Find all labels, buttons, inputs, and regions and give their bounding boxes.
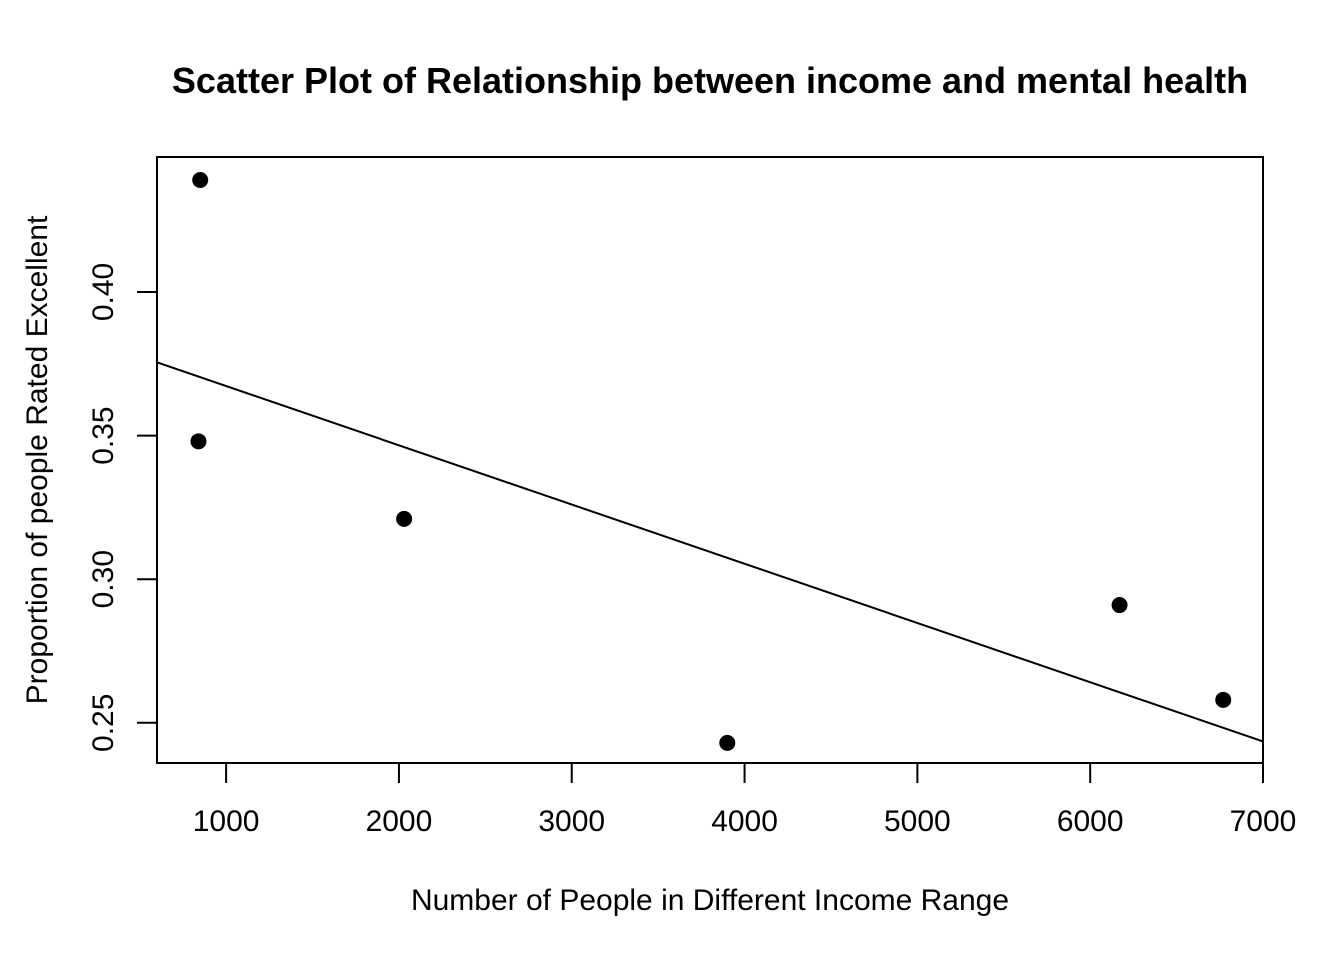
chart-title: Scatter Plot of Relationship between inc… [172, 60, 1248, 101]
data-point [190, 433, 207, 450]
x-tick-label: 7000 [1230, 805, 1297, 838]
x-tick-label: 3000 [538, 805, 605, 838]
y-tick-label: 0.30 [87, 550, 120, 608]
y-axis: 0.25 0.30 0.35 0.40 [87, 263, 158, 752]
x-axis: 1000 2000 3000 4000 5000 6000 7000 [193, 762, 1297, 838]
x-tick-label: 2000 [366, 805, 433, 838]
y-tick-label: 0.35 [87, 406, 120, 464]
x-tick-label: 1000 [193, 805, 260, 838]
data-point [396, 510, 413, 527]
y-tick-label: 0.40 [87, 263, 120, 321]
x-axis-title: Number of People in Different Income Ran… [411, 884, 1009, 917]
x-tick-label: 6000 [1057, 805, 1124, 838]
y-tick-label: 0.25 [87, 694, 120, 752]
data-point [1215, 691, 1232, 708]
data-points [190, 171, 1232, 751]
trend-line-group [156, 361, 1264, 743]
x-tick-label: 4000 [711, 805, 778, 838]
y-axis-title: Proportion of people Rated Excellent [21, 215, 54, 704]
data-point [192, 171, 209, 188]
data-point [719, 734, 736, 751]
x-tick-label: 5000 [884, 805, 951, 838]
trend-line [156, 361, 1264, 743]
data-point [1111, 597, 1128, 614]
plot-area-frame [156, 156, 1264, 764]
